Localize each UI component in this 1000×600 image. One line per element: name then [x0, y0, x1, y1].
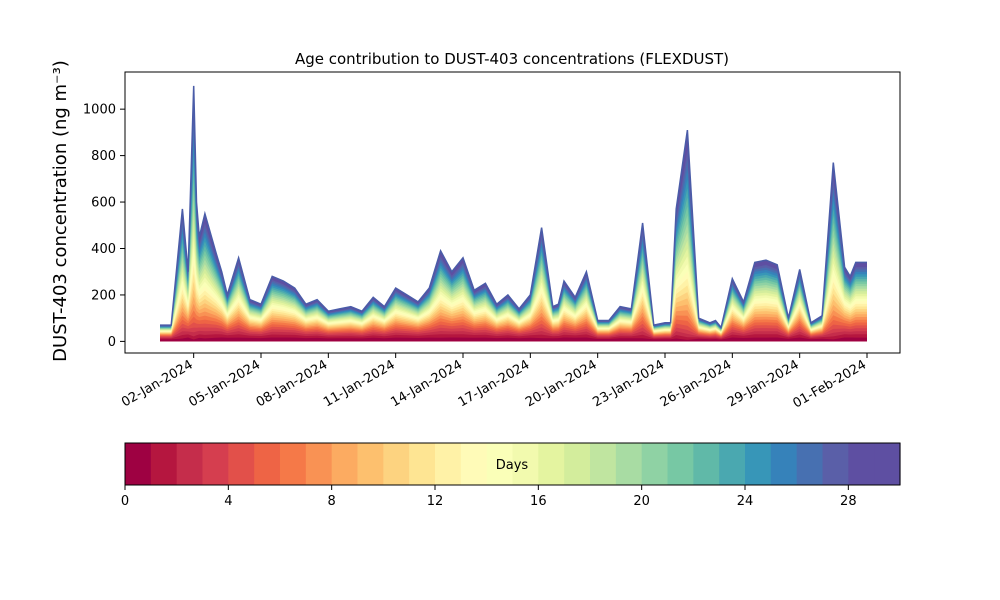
- colorbar-ticks: 0 4 8 12 16 20 24 28: [121, 485, 857, 509]
- x-tick-label: 05-Jan-2024: [186, 357, 263, 410]
- colorbar-segment: [331, 443, 359, 485]
- colorbar-label: Days: [496, 458, 529, 473]
- colorbar-segment: [667, 443, 694, 485]
- colorbar-segment: [150, 443, 178, 485]
- colorbar-segment: [874, 443, 901, 485]
- colorbar-segment: [564, 443, 591, 485]
- colorbar-segment: [202, 443, 229, 485]
- colorbar-segment: [770, 443, 798, 485]
- x-tick-label: 17-Jan-2024: [456, 357, 533, 410]
- colorbar-segment: [254, 443, 281, 485]
- colorbar-segment: [486, 443, 514, 485]
- x-tick-label: 08-Jan-2024: [254, 357, 331, 410]
- y-tick-label: 0: [108, 335, 116, 350]
- y-tick-label: 400: [91, 242, 116, 257]
- x-tick-label: 14-Jan-2024: [388, 357, 465, 410]
- y-tick-label: 1000: [83, 103, 116, 118]
- colorbar-segment: [125, 443, 152, 485]
- colorbar-tick-label: 0: [121, 494, 129, 509]
- colorbar-tick-label: 28: [840, 494, 857, 509]
- y-tick-label: 800: [91, 149, 116, 164]
- x-axis: 02-Jan-202405-Jan-202408-Jan-202411-Jan-…: [119, 353, 869, 411]
- colorbar-segment: [383, 443, 410, 485]
- colorbar-segment: [460, 443, 488, 485]
- colorbar-tick-label: 4: [224, 494, 232, 509]
- colorbar-segment: [848, 443, 875, 485]
- colorbar-segment: [305, 443, 333, 485]
- x-tick-label: 11-Jan-2024: [321, 357, 398, 410]
- colorbar-segment: [409, 443, 436, 485]
- colorbar-segment: [435, 443, 462, 485]
- y-tick-label: 600: [91, 196, 116, 211]
- colorbar-segment: [512, 443, 539, 485]
- colorbar-tick-label: 8: [328, 494, 336, 509]
- colorbar-tick-label: 20: [633, 494, 650, 509]
- colorbar-segment: [228, 443, 255, 485]
- plot-area: [160, 85, 867, 342]
- colorbar-segment: [615, 443, 643, 485]
- y-axis-label: DUST-403 concentration (ng m⁻³): [50, 60, 71, 362]
- colorbar-segment: [796, 443, 824, 485]
- colorbar-segment: [822, 443, 849, 485]
- colorbar-tick-label: 12: [427, 494, 444, 509]
- y-tick-label: 200: [91, 288, 116, 303]
- x-tick-label: 29-Jan-2024: [725, 357, 802, 410]
- colorbar-segment: [745, 443, 772, 485]
- colorbar-tick-label: 24: [737, 494, 754, 509]
- x-tick-label: 02-Jan-2024: [119, 357, 196, 410]
- colorbar-segment: [357, 443, 384, 485]
- colorbar-segment: [641, 443, 669, 485]
- x-tick-label: 26-Jan-2024: [658, 357, 735, 410]
- colorbar-segment: [693, 443, 720, 485]
- colorbar-segment: [590, 443, 617, 485]
- total-concentration-line: [160, 85, 867, 330]
- colorbar-frame: [124, 442, 901, 486]
- chart-title: Age contribution to DUST-403 concentrati…: [295, 50, 729, 68]
- plot-frame: [124, 71, 901, 354]
- colorbar-segment: [176, 443, 204, 485]
- colorbar: [125, 443, 901, 485]
- x-tick-label: 01-Feb-2024: [790, 357, 869, 411]
- y-axis: 0 200 400 600 800 1000: [83, 103, 125, 350]
- x-tick-label: 20-Jan-2024: [523, 357, 600, 410]
- colorbar-segment: [538, 443, 565, 485]
- colorbar-segment: [719, 443, 746, 485]
- colorbar-segment: [280, 443, 307, 485]
- colorbar-tick-label: 16: [530, 494, 547, 509]
- x-tick-label: 23-Jan-2024: [590, 357, 667, 410]
- age-band-day-0: [160, 337, 867, 342]
